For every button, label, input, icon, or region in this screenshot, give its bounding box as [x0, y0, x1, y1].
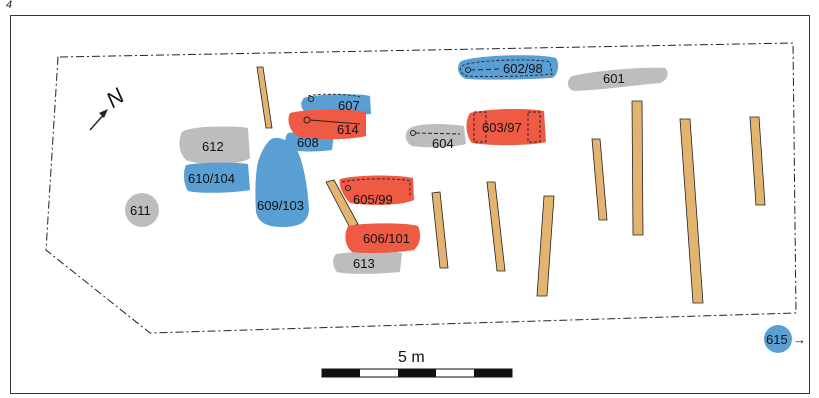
north-arrow: N [89, 83, 129, 131]
feature-labels: 601 602/98 603/97 604 605/99 606/101 607… [130, 61, 806, 347]
marker-line-604 [415, 132, 461, 135]
marker-604 [410, 130, 416, 136]
marker-605 [345, 185, 351, 191]
label-611: 611 [130, 203, 151, 218]
feature-609 [255, 137, 309, 227]
marker-line-614 [309, 119, 361, 125]
label-613: 613 [353, 256, 375, 271]
timber-beam [591, 138, 608, 221]
timber-beams [256, 66, 766, 304]
label-605: 605/99 [353, 192, 393, 207]
label-614: 614 [337, 122, 359, 137]
label-602: 602/98 [503, 61, 543, 76]
feature-601 [567, 67, 668, 91]
figure-number: 4 [6, 0, 13, 11]
timber-beam [431, 191, 449, 269]
feature-606 [345, 223, 421, 254]
timber-beam [486, 181, 506, 272]
dashed-outlines [307, 59, 553, 198]
label-608: 608 [297, 135, 319, 150]
north-arrow-head [99, 109, 108, 118]
north-label: N [101, 83, 128, 113]
timber-beam [325, 179, 359, 229]
gray-features [125, 67, 668, 274]
outline-603-left [473, 111, 487, 143]
scale-bar-segment [322, 369, 360, 377]
scale-bar: 5 m [321, 349, 513, 378]
label-603: 603/97 [482, 120, 522, 135]
scale-bar-label: 5 m [398, 349, 425, 366]
scale-bar-segment [474, 369, 512, 377]
scale-bar-segment [398, 369, 436, 377]
feature-604 [405, 124, 466, 148]
label-610: 610/104 [188, 171, 235, 186]
label-609: 609/103 [257, 198, 304, 213]
feature-610 [183, 162, 250, 193]
feature-613 [333, 251, 402, 274]
marker-line-602 [469, 68, 501, 71]
outline-607 [307, 93, 361, 98]
outline-603-right [527, 111, 541, 143]
label-606: 606/101 [363, 231, 410, 246]
site-boundary [45, 42, 797, 334]
label-604: 604 [432, 136, 454, 151]
feature-615 [764, 325, 792, 353]
timber-beam [631, 100, 644, 236]
arrow-615: → [793, 332, 806, 347]
label-607: 607 [338, 98, 360, 113]
find-markers [303, 67, 501, 191]
timber-beam [679, 118, 704, 304]
timber-beam [256, 66, 273, 129]
figure-frame [10, 15, 810, 394]
feature-611 [125, 193, 159, 227]
label-601: 601 [603, 71, 625, 86]
timber-beam [536, 195, 555, 297]
feature-605 [339, 175, 414, 205]
marker-607 [308, 96, 314, 102]
outline-602 [459, 59, 553, 78]
timber-beam [749, 116, 766, 206]
feature-612 [179, 126, 250, 165]
outline-605 [341, 178, 411, 198]
label-612: 612 [202, 139, 224, 154]
label-615: 615 [766, 332, 788, 347]
